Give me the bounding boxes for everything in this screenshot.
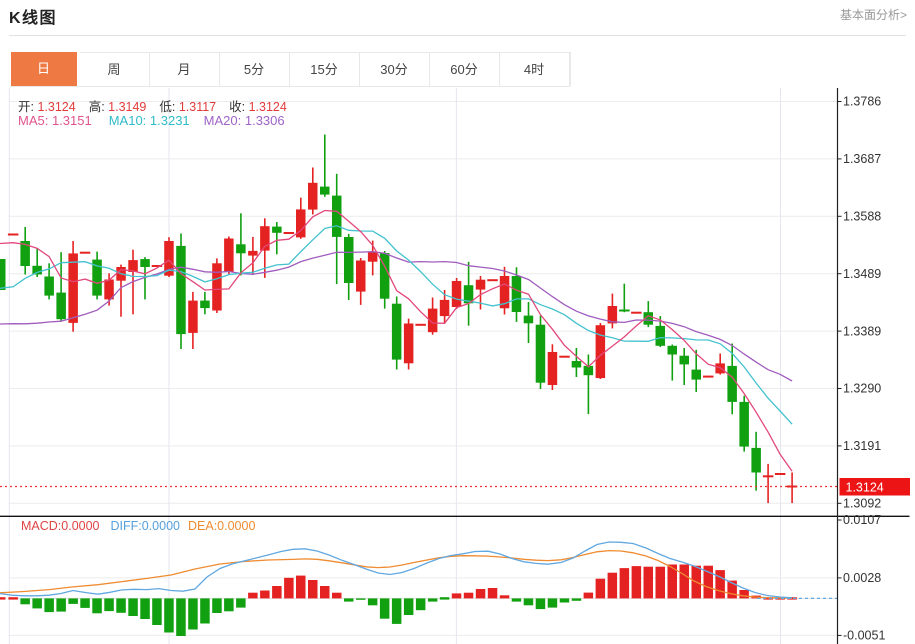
svg-text:1.3786: 1.3786 — [843, 95, 881, 109]
svg-text:1.3489: 1.3489 — [843, 267, 881, 281]
svg-text:1.3588: 1.3588 — [843, 210, 881, 224]
svg-text:-0.0051: -0.0051 — [843, 629, 885, 643]
svg-text:0.0028: 0.0028 — [843, 571, 881, 585]
svg-text:1.3124: 1.3124 — [846, 481, 884, 495]
svg-text:1.3290: 1.3290 — [843, 382, 881, 396]
svg-text:1.3191: 1.3191 — [843, 439, 881, 453]
svg-text:1.3687: 1.3687 — [843, 152, 881, 166]
svg-text:0.0107: 0.0107 — [843, 513, 881, 527]
svg-text:1.3092: 1.3092 — [843, 497, 881, 511]
svg-text:1.3389: 1.3389 — [843, 324, 881, 338]
